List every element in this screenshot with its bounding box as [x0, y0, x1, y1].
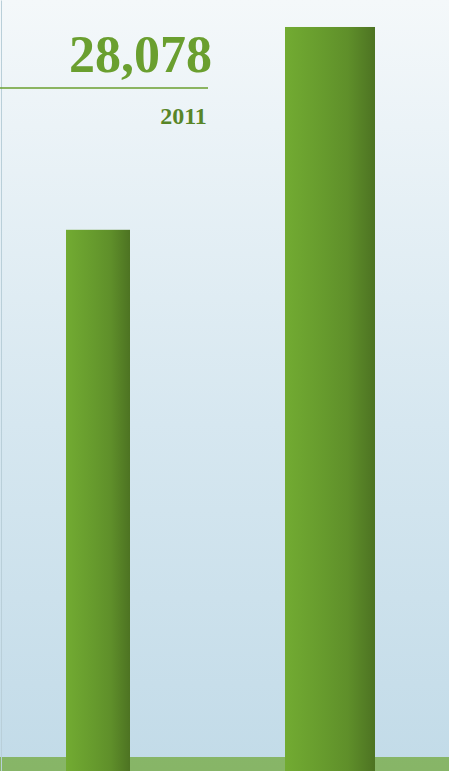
chart-svg: 2011 28,078 [0, 0, 449, 771]
bar [285, 27, 375, 771]
label-rule [0, 87, 208, 89]
y-axis-line [1, 1, 2, 771]
x-tick-label: 2011 [160, 103, 207, 129]
data-label: 28,078 [69, 26, 212, 83]
bar [66, 230, 130, 771]
background [0, 0, 449, 771]
chart-container: 2011 28,078 [0, 0, 449, 771]
y-axis [1, 1, 2, 771]
bars [66, 27, 375, 771]
